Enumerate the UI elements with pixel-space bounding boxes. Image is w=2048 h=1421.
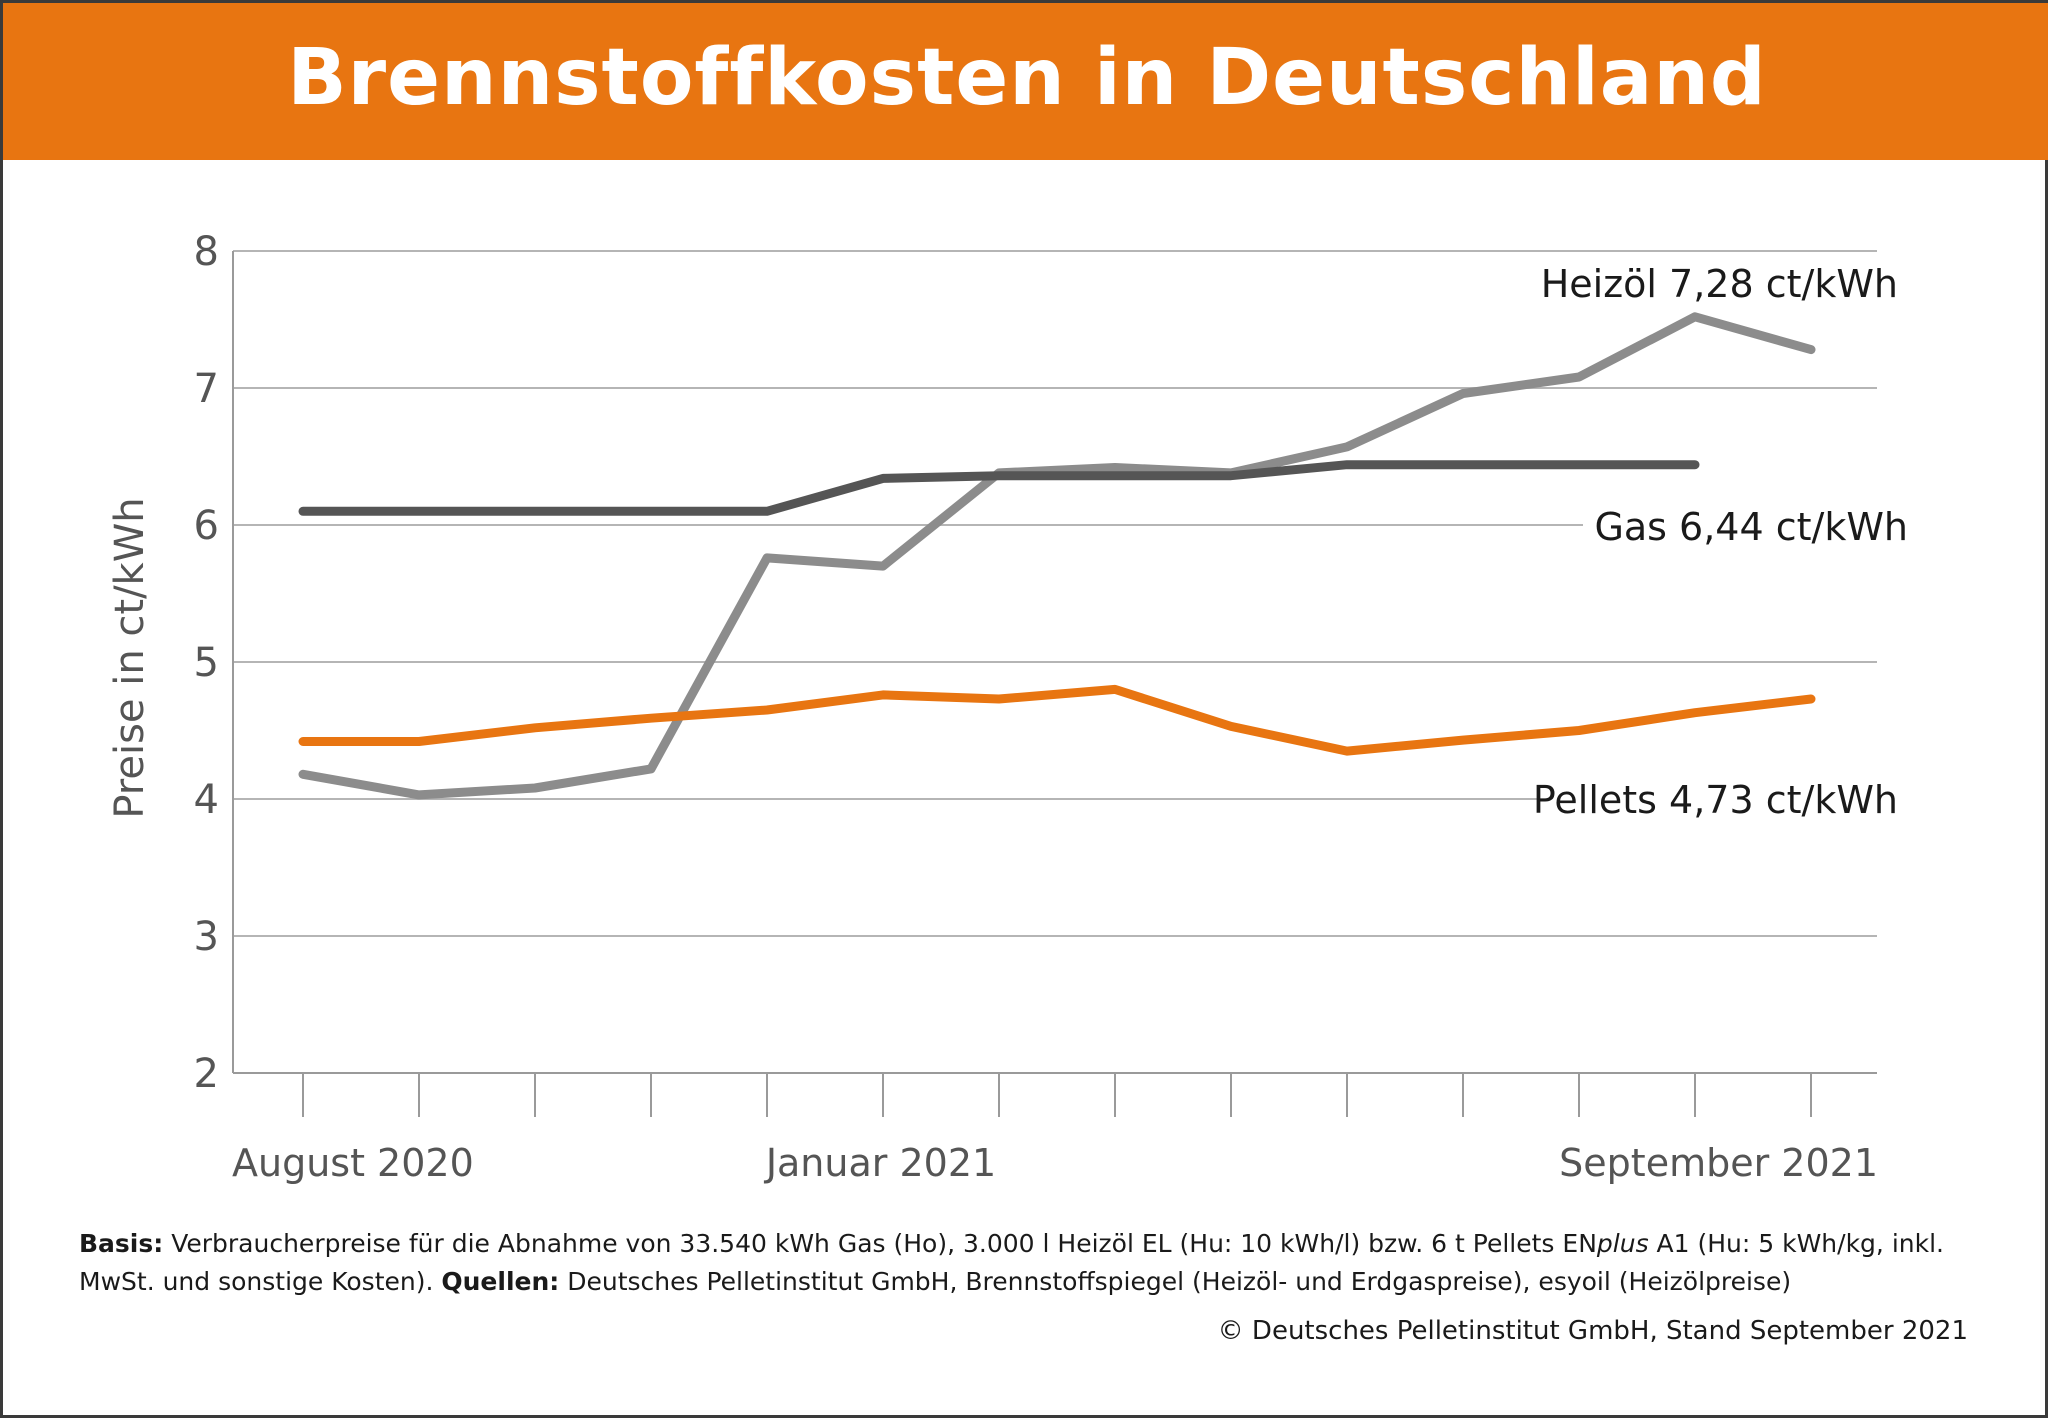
- chart-title: Brennstoffkosten in Deutschland: [287, 33, 1767, 123]
- line-chart: 2 3 4 5 6 7 8 August 2020 Januar 2021 September 2…: [107, 229, 1913, 1185]
- basis-text: Verbraucherpreise für die Abnahme von 33…: [163, 1229, 1597, 1258]
- series-label-gas: Gas 6,44 ct/kWh: [1594, 505, 1908, 549]
- y-tick-label-7: 7: [194, 366, 219, 412]
- basis-text-2: A1 (Hu: 5 kWh/kg, inkl. MwSt. und sonsti…: [79, 1229, 1944, 1296]
- series-line-pellets: [298, 684, 1816, 756]
- y-tick-label-2: 2: [194, 1051, 219, 1097]
- x-tick-label-13: September 2021: [1559, 1141, 1878, 1185]
- basis-plus: plus: [1596, 1229, 1649, 1258]
- title-bar: Brennstoffkosten in Deutschland: [3, 3, 2048, 160]
- y-tick-label-3: 3: [194, 914, 219, 960]
- footnote: Basis: Verbraucherpreise für die Abnahme…: [79, 1225, 1979, 1301]
- series-lines: [298, 312, 1816, 800]
- series-line-gas: [298, 460, 1700, 516]
- y-tick-label-6: 6: [194, 503, 219, 549]
- sources-label: Quellen:: [441, 1267, 560, 1296]
- y-tick-label-8: 8: [194, 229, 219, 275]
- basis-label: Basis:: [79, 1229, 164, 1258]
- series-labels: Heizöl 7,28 ct/kWh Gas 6,44 ct/kWh Pellets…: [1533, 262, 1913, 832]
- series-label-heizoel: Heizöl 7,28 ct/kWh: [1541, 262, 1898, 306]
- x-tick-label-0: August 2020: [232, 1141, 474, 1185]
- series-label-backdrop-gas: [1583, 503, 1913, 559]
- axes: 2 3 4 5 6 7 8 August 2020 Januar 2021 September 2…: [194, 229, 1878, 1185]
- series-line-heizoel: [298, 312, 1816, 800]
- y-tick-label-4: 4: [194, 777, 219, 823]
- series-label-pellets: Pellets 4,73 ct/kWh: [1533, 778, 1898, 822]
- copyright-notice: © Deutsches Pelletinstitut GmbH, Stand S…: [1217, 1316, 1968, 1346]
- y-tick-label-5: 5: [194, 640, 219, 686]
- y-axis-label: Preise in ct/kWh: [107, 497, 153, 818]
- series-label-backdrop-pellets: [1538, 776, 1908, 832]
- x-tick-label-5: Januar 2021: [764, 1141, 996, 1185]
- sources-text: Deutsches Pelletinstitut GmbH, Brennstof…: [559, 1267, 1792, 1296]
